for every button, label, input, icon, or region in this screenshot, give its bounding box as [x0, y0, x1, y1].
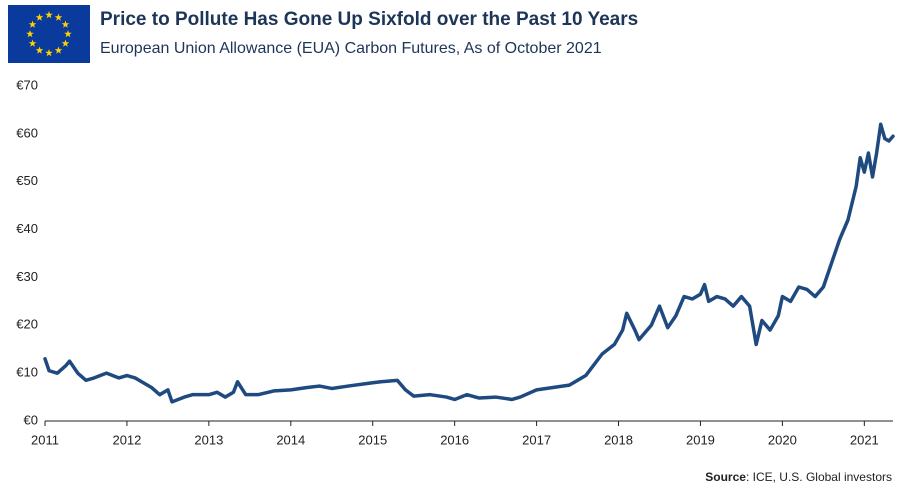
- y-tick-label: €50: [16, 173, 38, 188]
- chart-subtitle: European Union Allowance (EUA) Carbon Fu…: [100, 40, 602, 57]
- y-tick-label: €20: [16, 317, 38, 332]
- x-tick-label: 2012: [112, 432, 141, 447]
- x-tick-label: 2018: [604, 432, 633, 447]
- flag-star: [35, 13, 44, 21]
- x-tick-label: 2015: [358, 432, 387, 447]
- x-tick-label: 2020: [768, 432, 797, 447]
- x-tick-label: 2021: [850, 432, 879, 447]
- flag-star: [54, 46, 63, 54]
- flag-star: [35, 46, 44, 54]
- flag-star: [28, 20, 37, 28]
- data-line: [43, 122, 895, 404]
- source: Source: ICE, U.S. Global investors: [705, 470, 892, 484]
- flag-star: [61, 20, 70, 28]
- flag-star: [26, 30, 34, 38]
- y-tick-label: €0: [24, 412, 38, 427]
- flag-star: [45, 11, 53, 19]
- flag-star: [28, 39, 37, 47]
- x-tick-label: 2011: [31, 432, 59, 447]
- flag-star: [64, 30, 72, 38]
- flag-star: [61, 39, 70, 47]
- flag-star: [54, 13, 63, 21]
- x-tick-label: 2019: [686, 432, 715, 447]
- eu-flag: [8, 5, 90, 63]
- y-tick-label: €40: [16, 221, 38, 236]
- y-tick-label: €60: [16, 125, 38, 140]
- x-tick-label: 2017: [522, 432, 551, 447]
- y-tick-label: €30: [16, 269, 38, 284]
- flag-star: [45, 49, 53, 57]
- flag-stars: [26, 11, 72, 57]
- source-text: : ICE, U.S. Global investors: [746, 470, 892, 484]
- x-tick-label: 2016: [440, 432, 469, 447]
- x-tick-label: 2014: [276, 432, 305, 447]
- y-tick-label: €70: [16, 77, 38, 92]
- x-tick-label: 2013: [194, 432, 223, 447]
- source-label: Source: [705, 470, 746, 484]
- chart-title: Price to Pollute Has Gone Up Sixfold ove…: [100, 9, 638, 30]
- y-tick-label: €10: [16, 365, 38, 380]
